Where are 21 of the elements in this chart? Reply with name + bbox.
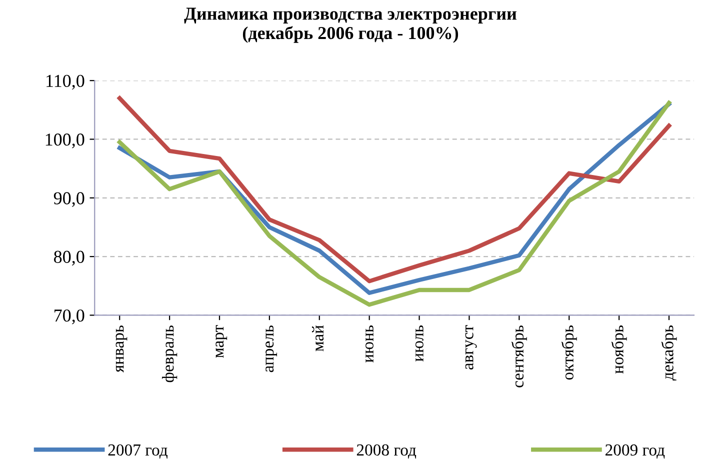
legend-label: 2009 год	[606, 444, 665, 459]
x-tick-label: март	[216, 325, 228, 358]
x-tick-label: август	[465, 325, 477, 370]
x-tick-label: февраль	[162, 325, 178, 382]
x-tick-label: ноябрь	[611, 325, 627, 374]
legend-label: 2008 год	[356, 444, 416, 459]
x-tick-label: январь	[116, 325, 128, 372]
y-tick-label: 80,0	[54, 250, 84, 266]
x-tick-label: май	[312, 325, 324, 352]
y-tick-label: 70,0	[54, 309, 84, 324]
y-tick-label: 100,0	[46, 133, 84, 148]
x-tick-label: июль	[415, 325, 424, 362]
x-tick-label: апрель	[266, 325, 278, 372]
x-tick-label: июнь	[365, 325, 374, 363]
x-tick-label: декабрь	[661, 325, 677, 380]
y-tick-label: 110,0	[46, 74, 84, 90]
x-tick-label: октябрь	[561, 325, 577, 380]
chart-title: Динамика производства электроэнергии (декабрь 2006 года - 100%)	[184, 8, 516, 43]
y-tick-label: 90,0	[54, 192, 84, 207]
x-tick-label: сентябрь	[511, 325, 527, 388]
legend-label: 2007 год	[108, 444, 168, 459]
